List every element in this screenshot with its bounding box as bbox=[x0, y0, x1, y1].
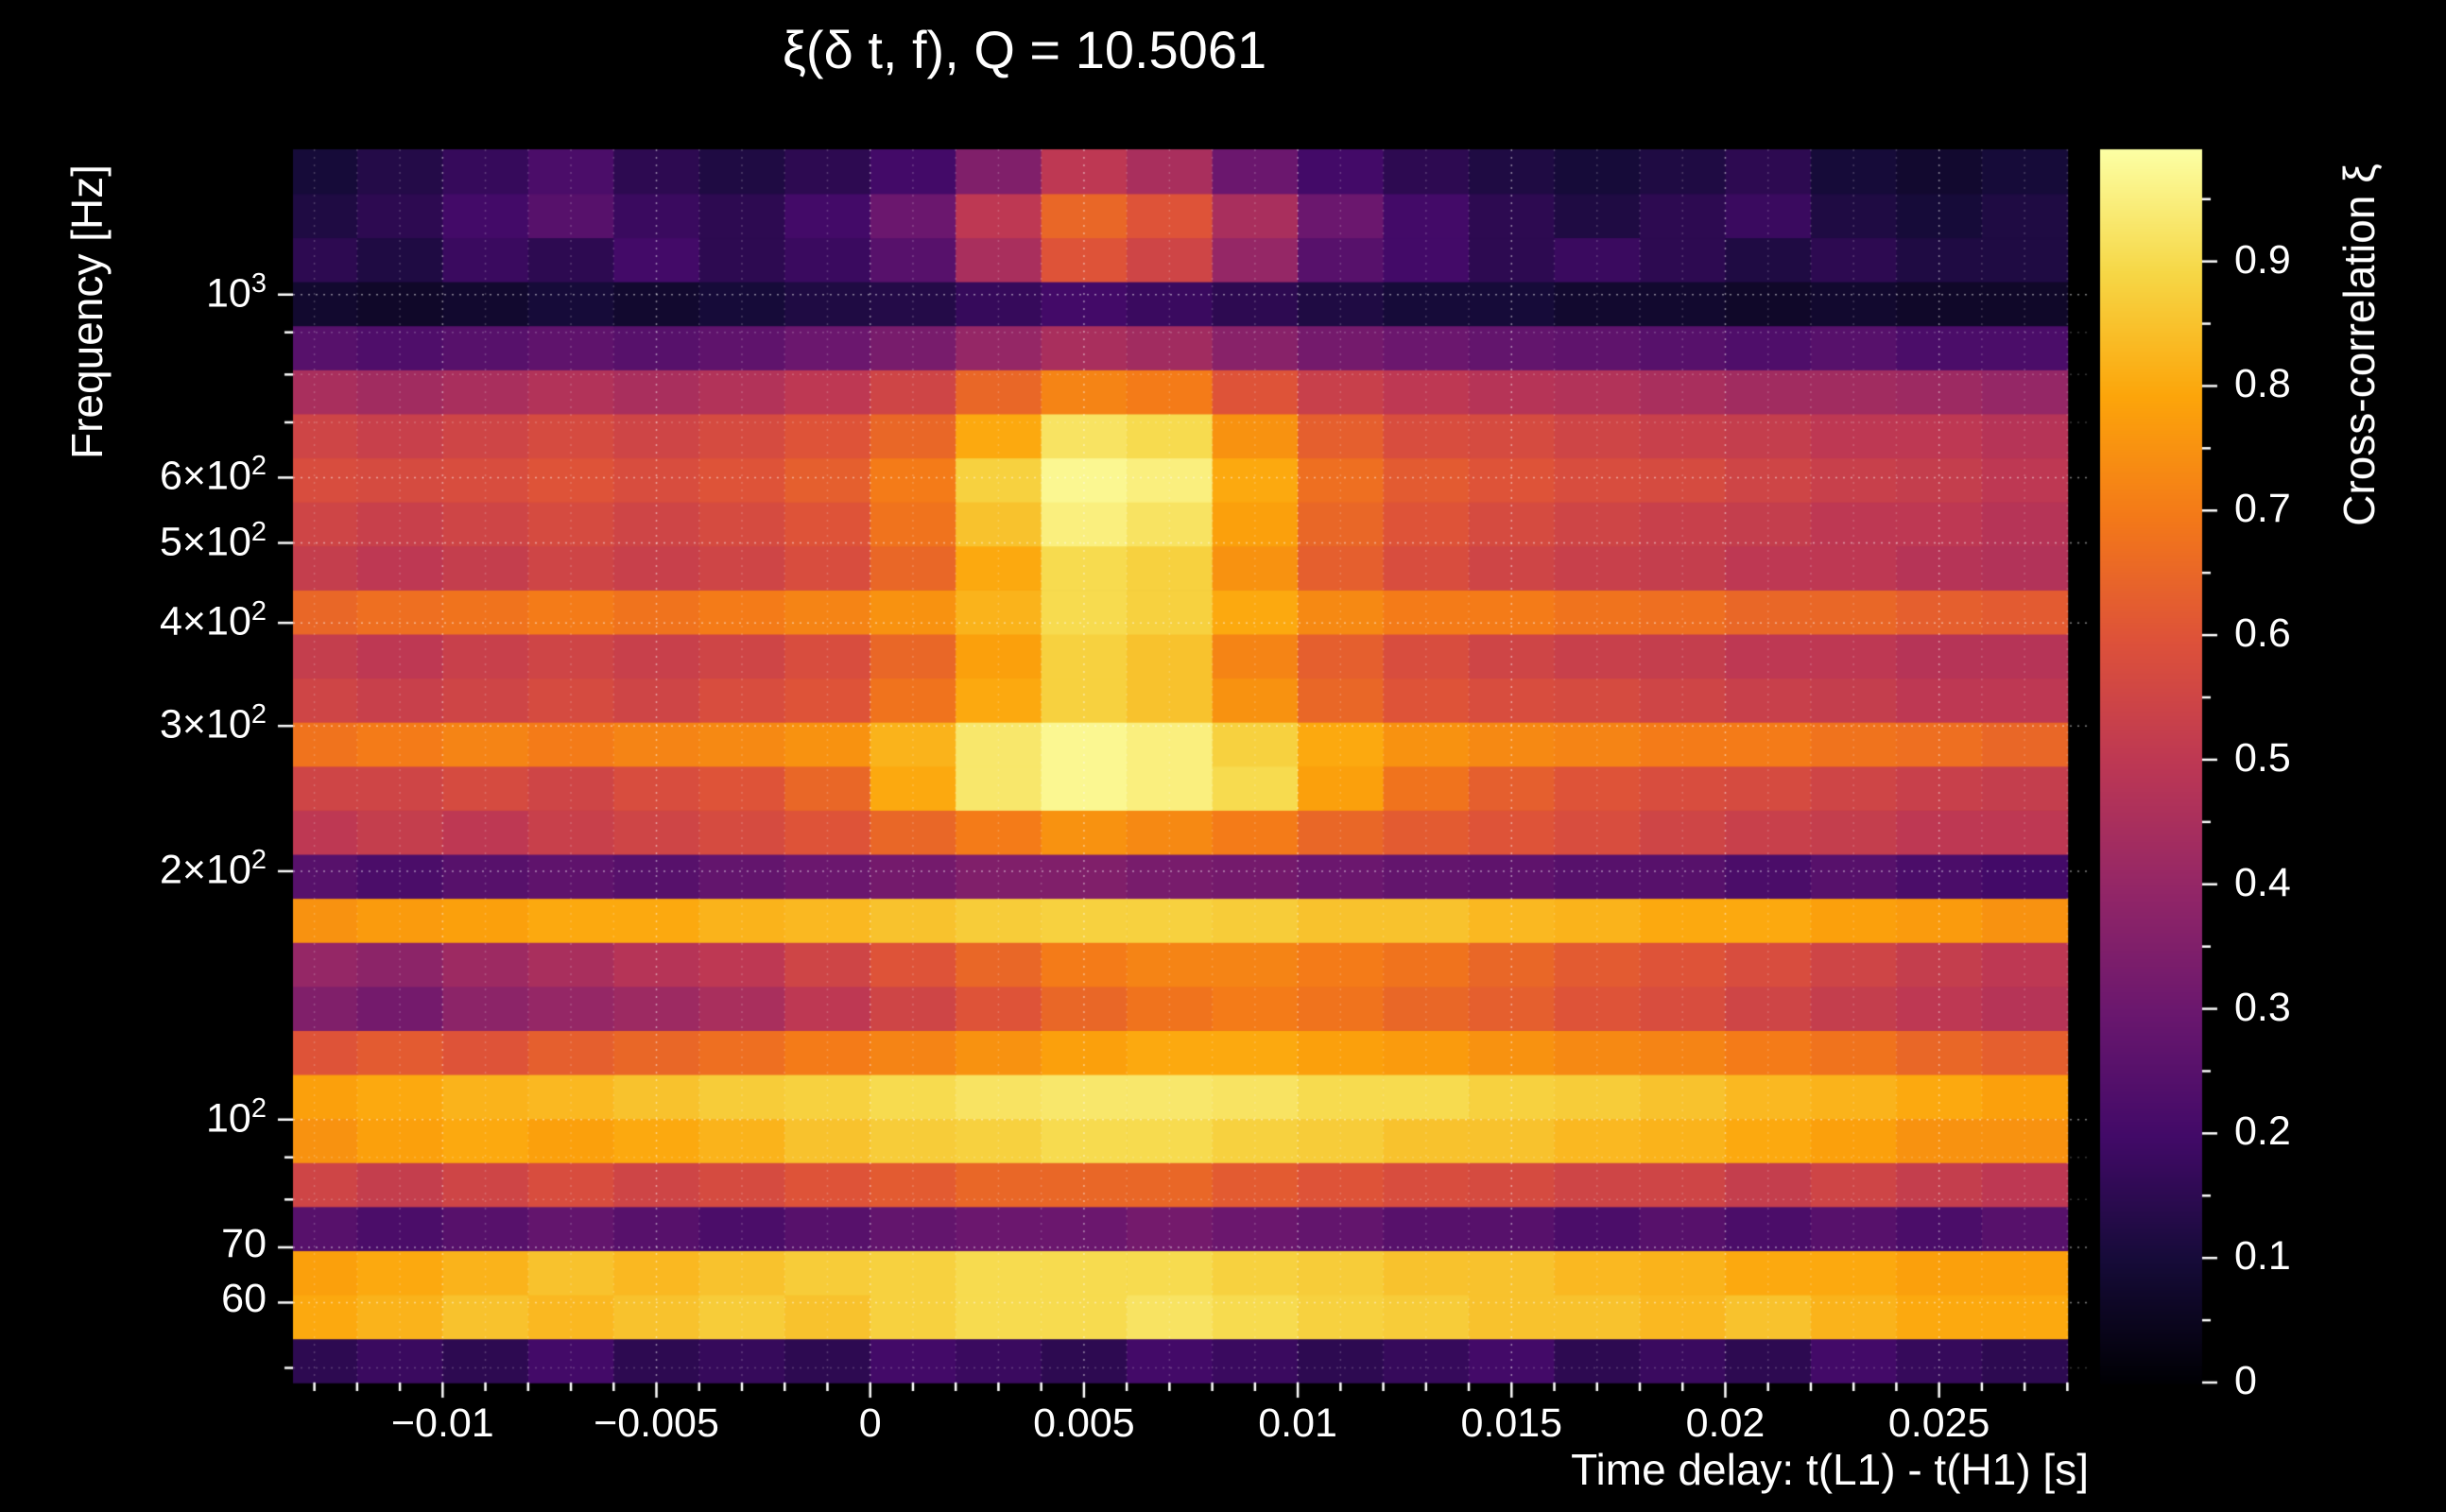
colorbar-tick-label: 0.4 bbox=[2234, 859, 2291, 905]
colorbar-tick-label: 0.3 bbox=[2234, 984, 2291, 1030]
x-tick-label: 0.015 bbox=[1460, 1400, 1563, 1446]
colorbar-tick-label: 0.7 bbox=[2234, 486, 2291, 532]
colorbar-tick-label: 0.1 bbox=[2234, 1233, 2291, 1280]
x-tick-label: 0.005 bbox=[1033, 1400, 1135, 1446]
x-tick-label: 0.01 bbox=[1258, 1400, 1337, 1446]
y-tick-label: 3×102 bbox=[160, 699, 267, 747]
y-tick-label: 103 bbox=[206, 267, 267, 317]
colorbar-label: Cross-correlation ξ bbox=[2334, 163, 2384, 526]
x-tick-label: 0 bbox=[858, 1400, 882, 1446]
x-tick-label: 0.02 bbox=[1685, 1400, 1766, 1446]
y-tick-label: 6×102 bbox=[160, 451, 267, 499]
y-tick-label: 102 bbox=[206, 1092, 267, 1142]
colorbar-tick-label: 0.5 bbox=[2234, 734, 2291, 781]
y-tick-label: 5×102 bbox=[160, 516, 267, 564]
colorbar-tick-label: 0.8 bbox=[2234, 361, 2291, 407]
y-tick-label: 70 bbox=[221, 1220, 267, 1266]
colorbar-tick-label: 0.2 bbox=[2234, 1108, 2291, 1155]
y-tick-label: 2×102 bbox=[160, 844, 267, 893]
y-tick-label: 60 bbox=[221, 1276, 267, 1322]
colorbar-tick-label: 0.9 bbox=[2234, 236, 2291, 283]
x-tick-label: 0.025 bbox=[1887, 1400, 1990, 1446]
chart-title: ξ(δ t, f), Q = 10.5061 bbox=[782, 20, 1267, 79]
colorbar-tick-label: 0 bbox=[2234, 1358, 2257, 1403]
x-tick-label: −0.005 bbox=[594, 1400, 719, 1446]
y-tick-label: 4×102 bbox=[160, 596, 267, 644]
x-tick-label: −0.01 bbox=[390, 1400, 494, 1446]
colorbar-tick-label: 0.6 bbox=[2234, 610, 2291, 657]
x-axis-label: Time delay: t(L1) - t(H1) [s] bbox=[1571, 1445, 2089, 1494]
